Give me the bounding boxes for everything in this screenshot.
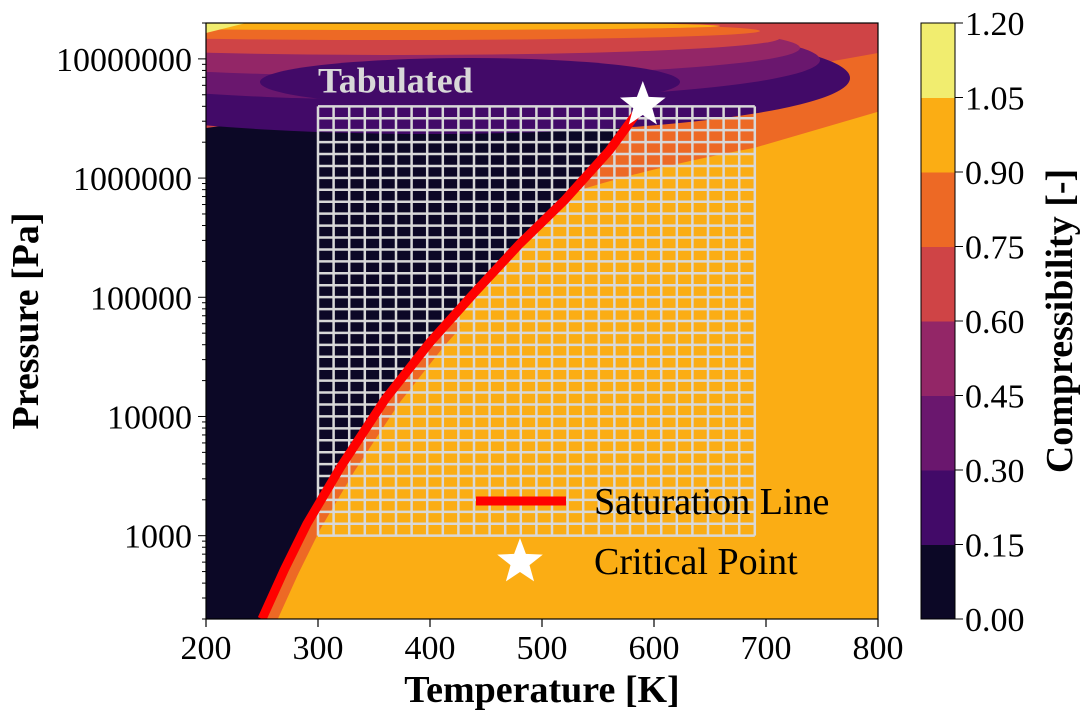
- colorbar-tick-label: 0.90: [965, 155, 1025, 192]
- x-tick-label: 400: [405, 630, 456, 667]
- contour-band-0.90: [206, 23, 720, 30]
- colorbar-swatch: [921, 321, 955, 396]
- y-tick-label: 1000: [124, 519, 192, 556]
- x-tick-label: 700: [741, 630, 792, 667]
- critical-point-marker: [620, 81, 666, 125]
- colorbar: 0.00 0.15 0.30 0.45 0.60 0.75 0.90 1.05 1.20: [920, 6, 1025, 639]
- y-tick-label: 1000000: [73, 161, 192, 198]
- legend-saturation-label: Saturation Line: [594, 481, 829, 523]
- x-tick-label: 600: [629, 630, 680, 667]
- colorbar-tick-label: 0.00: [965, 602, 1025, 639]
- colorbar-swatch: [921, 246, 955, 322]
- contour-band-1.05: [206, 23, 246, 33]
- colorbar-swatch: [921, 23, 955, 98]
- x-axis: 200 300 400 500 600 700 800: [181, 619, 904, 667]
- y-tick-label: 100000: [90, 280, 192, 317]
- y-axis-title: Pressure [Pa]: [5, 212, 47, 429]
- x-tick-label: 500: [517, 630, 568, 667]
- contour-band-0.15-core: [260, 58, 680, 106]
- colorbar-swatch: [921, 544, 955, 620]
- colorbar-swatch: [921, 172, 955, 247]
- colorbar-title: Compressibility [-]: [1039, 169, 1080, 473]
- x-tick-label: 200: [181, 630, 232, 667]
- saturation-line: [257, 102, 647, 619]
- legend-critical-point-swatch: [497, 538, 543, 582]
- colorbar-swatch: [921, 395, 955, 471]
- colorbar-swatch: [921, 470, 955, 545]
- y-tick-label: 10000: [107, 399, 192, 436]
- x-tick-label: 800: [853, 630, 904, 667]
- y-axis: 1000 10000 100000 1000000 10000000: [56, 22, 206, 620]
- legend-critical-label: Critical Point: [594, 541, 798, 583]
- colorbar-tick-label: 0.15: [965, 528, 1025, 565]
- colorbar-tick-label: 1.05: [965, 81, 1025, 118]
- colorbar-swatch: [921, 97, 955, 173]
- legend: Saturation Line Critical Point: [476, 481, 829, 583]
- x-tick-label: 300: [293, 630, 344, 667]
- colorbar-tick-label: 0.30: [965, 453, 1025, 490]
- y-tick-label: 10000000: [56, 42, 192, 79]
- colorbar-tick-label: 1.20: [965, 6, 1025, 43]
- plot-area: [206, 23, 878, 619]
- colorbar-tick-label: 0.60: [965, 304, 1025, 341]
- colorbar-tick-label: 0.75: [965, 230, 1025, 267]
- tabulated-annotation: Tabulated: [318, 60, 473, 100]
- colorbar-tick-label: 0.45: [965, 379, 1025, 416]
- x-axis-title: Temperature [K]: [404, 669, 679, 711]
